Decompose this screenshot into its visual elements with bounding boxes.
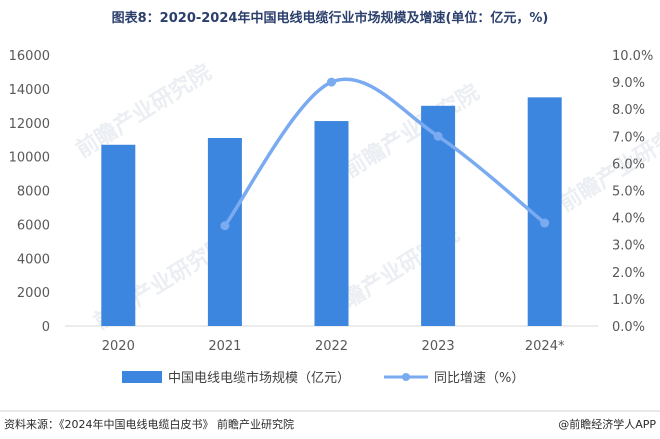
legend-line-marker [402, 373, 410, 381]
bar [101, 144, 136, 326]
y-right-tick-label: 2.0% [612, 266, 645, 281]
y-left-tick-label: 14000 [9, 83, 50, 98]
x-tick-label: 2022 [315, 339, 348, 354]
y-left-tick-label: 2000 [17, 286, 50, 301]
growth-point [220, 221, 230, 231]
growth-line [223, 77, 547, 228]
y-left-tick-label: 16000 [9, 49, 50, 64]
y-right-tick-label: 9.0% [612, 76, 645, 91]
x-tick-label: 2021 [208, 339, 241, 354]
y-left-tick-label: 8000 [17, 185, 50, 200]
growth-point [327, 77, 336, 87]
y-right-tick-label: 10.0% [612, 49, 653, 64]
y-right-tick-label: 0.0% [612, 320, 645, 335]
y-right-tick-label: 8.0% [612, 103, 645, 118]
growth-point [433, 131, 443, 141]
legend: 中国电线电缆市场规模（亿元） 同比增速（%） [122, 370, 524, 386]
y-right-tick-label: 1.0% [612, 293, 645, 308]
growth-point [540, 218, 550, 228]
watermark-text-2: 前瞻产业研究院 [339, 79, 483, 183]
chart-title: 图表8：2020-2024年中国电线电缆行业市场规模及增速(单位：亿元，%) [112, 10, 549, 26]
y-right-tick-label: 7.0% [612, 130, 645, 145]
legend-bar-swatch [122, 371, 162, 383]
y-left-tick-label: 6000 [17, 218, 50, 233]
x-tick-label: 2020 [102, 339, 135, 354]
plot-area: 0 2000 4000 6000 8000 10000 12000 14000 16000 0.0… [9, 49, 654, 354]
y-right-tick-label: 5.0% [612, 185, 645, 200]
x-tick-label: 2023 [422, 339, 455, 354]
watermark-text-1: 前瞻产业研究院 [71, 59, 215, 163]
y-right-tick-label: 3.0% [612, 239, 645, 254]
y-left-tick-label: 0 [42, 320, 50, 335]
footer-source: 资料来源：《2024年中国电线电缆白皮书》 前瞻产业研究院 [4, 417, 294, 431]
y-right-tick-label: 6.0% [612, 157, 645, 172]
legend-bar-label: 中国电线电缆市场规模（亿元） [168, 370, 350, 386]
bar [314, 121, 349, 327]
footer-brand: @前瞻经济学人APP [558, 417, 656, 431]
y-left-tick-label: 12000 [9, 117, 50, 132]
y-left-tick-label: 10000 [9, 151, 50, 166]
watermark: 前瞻产业研究院 前瞻产业研究院 前瞻产业研究院 前瞻产业研究院 前瞻产业研究院 [71, 59, 660, 335]
legend-line-label: 同比增速（%） [434, 371, 524, 386]
y-left-tick-label: 4000 [17, 252, 50, 267]
bar [207, 137, 242, 326]
y-right-tick-label: 4.0% [612, 212, 645, 227]
x-tick-label: 2024* [525, 339, 565, 354]
